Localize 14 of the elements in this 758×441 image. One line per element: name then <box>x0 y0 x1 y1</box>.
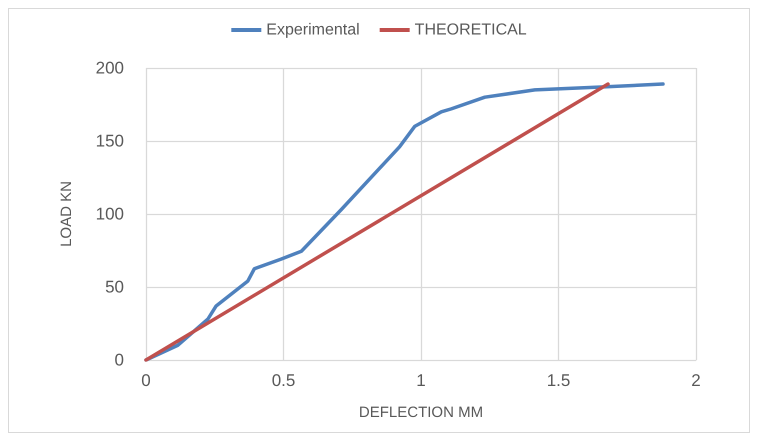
y-tick-label: 0 <box>114 350 124 370</box>
legend-label: THEORETICAL <box>414 22 527 38</box>
y-tick-label: 100 <box>96 204 124 224</box>
y-axis-title: LOAD KN <box>58 181 75 247</box>
legend-label: Experimental <box>266 22 360 38</box>
x-tick-label: 0 <box>141 371 151 390</box>
x-tick-label: 0.5 <box>272 371 296 390</box>
x-tick-label: 2 <box>691 371 701 390</box>
y-tick-label: 200 <box>96 58 124 78</box>
x-tick-label: 1 <box>416 371 426 390</box>
x-tick-label: 1.5 <box>546 371 570 390</box>
y-tick-label: 50 <box>105 278 124 296</box>
x-axis-title: DEFLECTION MM <box>358 404 484 421</box>
y-tick-label: 150 <box>96 132 124 150</box>
